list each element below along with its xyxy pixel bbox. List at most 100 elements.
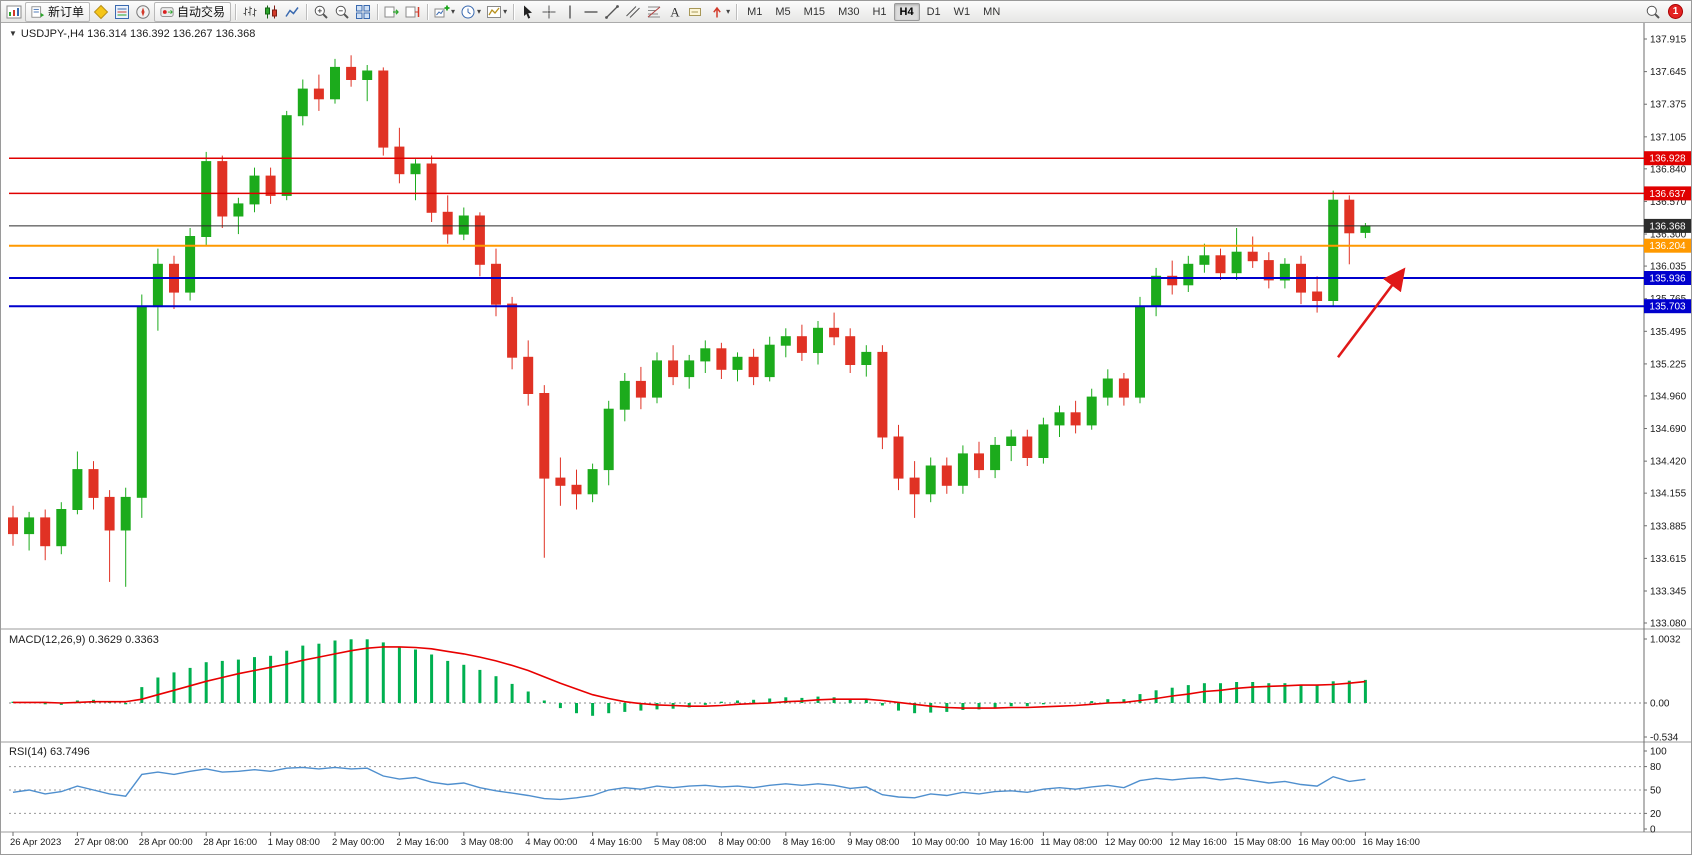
svg-text:12 May 00:00: 12 May 00:00 bbox=[1105, 837, 1163, 848]
autotrading-button[interactable]: 自动交易 bbox=[154, 1, 232, 22]
svg-text:10 May 16:00: 10 May 16:00 bbox=[976, 837, 1034, 848]
price-axis: 137.915 137.645 137.375 137.105 136.840 136.5… bbox=[1644, 35, 1687, 630]
svg-text:16 May 16:00: 16 May 16:00 bbox=[1362, 837, 1420, 848]
timeframe-m15[interactable]: M15 bbox=[803, 5, 826, 18]
dropdown-caret: ▾ bbox=[503, 7, 508, 16]
zoom-out-icon[interactable] bbox=[332, 2, 352, 22]
timeframe-h4[interactable]: H4 bbox=[893, 2, 920, 21]
chart-canvas[interactable]: 137.915 137.645 137.375 137.105 136.840 136.5… bbox=[1, 23, 1692, 855]
svg-text:137.375: 137.375 bbox=[1650, 100, 1687, 111]
timeframe-m30[interactable]: M30 bbox=[838, 5, 860, 18]
tile-windows-icon[interactable] bbox=[353, 2, 373, 22]
crosshair-tool-icon[interactable] bbox=[539, 2, 559, 22]
svg-text:133.080: 133.080 bbox=[1650, 619, 1687, 630]
text-tool-icon[interactable]: A bbox=[665, 2, 685, 22]
trendline-tool-icon[interactable] bbox=[602, 2, 622, 22]
svg-text:134.420: 134.420 bbox=[1650, 457, 1687, 468]
channel-tool-icon[interactable] bbox=[623, 2, 643, 22]
svg-text:26 Apr 2023: 26 Apr 2023 bbox=[10, 837, 61, 848]
line-chart-icon[interactable] bbox=[282, 2, 302, 22]
svg-text:136.204: 136.204 bbox=[1649, 241, 1686, 252]
hline-135.936[interactable]: 135.936 bbox=[9, 271, 1691, 285]
new-order-label: 新订单 bbox=[48, 5, 85, 19]
periods-button[interactable]: ▾ bbox=[458, 2, 483, 22]
svg-text:136.300: 136.300 bbox=[1650, 230, 1687, 241]
svg-text:4 May 16:00: 4 May 16:00 bbox=[590, 837, 642, 848]
arrows-tool-button[interactable]: ▾ bbox=[707, 2, 732, 22]
search-icon[interactable] bbox=[1643, 2, 1663, 22]
svg-text:134.155: 134.155 bbox=[1650, 489, 1687, 500]
arrow-object[interactable] bbox=[1337, 267, 1406, 359]
hline-136.204[interactable]: 136.204 bbox=[9, 238, 1691, 253]
svg-text:136.637: 136.637 bbox=[1649, 189, 1686, 200]
svg-text:1.0032: 1.0032 bbox=[1650, 635, 1681, 646]
timeframe-h1[interactable]: H1 bbox=[872, 5, 887, 18]
autotrading-label: 自动交易 bbox=[177, 5, 226, 19]
vertical-line-tool-icon[interactable] bbox=[560, 2, 580, 22]
hline-136.368[interactable]: 136.368 bbox=[9, 218, 1691, 233]
notification-badge[interactable]: 1 bbox=[1668, 4, 1683, 19]
timeframe-m5[interactable]: M5 bbox=[775, 5, 791, 18]
toolbar-separator bbox=[736, 3, 738, 20]
hline-136.928[interactable]: 136.928 bbox=[9, 151, 1691, 166]
toolbar-separator bbox=[513, 3, 515, 20]
new-chart-icon[interactable] bbox=[4, 2, 24, 22]
svg-text:136.928: 136.928 bbox=[1649, 154, 1686, 165]
timeframe-d1[interactable]: D1 bbox=[926, 5, 941, 18]
svg-text:133.615: 133.615 bbox=[1650, 554, 1687, 565]
toolbar-separator bbox=[427, 3, 429, 20]
svg-text:133.345: 133.345 bbox=[1650, 586, 1687, 597]
candlestick-chart-icon[interactable] bbox=[261, 2, 281, 22]
bar-chart-icon[interactable] bbox=[240, 2, 260, 22]
new-order-button[interactable]: 新订单 bbox=[25, 1, 91, 22]
hline-135.703[interactable]: 135.703 bbox=[9, 299, 1691, 314]
timeframe-m1[interactable]: M1 bbox=[747, 5, 763, 18]
svg-text:11 May 08:00: 11 May 08:00 bbox=[1040, 837, 1097, 848]
toolbar-separator bbox=[235, 3, 237, 20]
horizontal-line-tool-icon[interactable] bbox=[581, 2, 601, 22]
chart-shift-icon[interactable] bbox=[403, 2, 423, 22]
candlesticks bbox=[8, 55, 1371, 587]
toolbar-separator bbox=[306, 3, 308, 20]
svg-text:136.570: 136.570 bbox=[1650, 197, 1687, 208]
svg-text:15 May 08:00: 15 May 08:00 bbox=[1234, 837, 1292, 848]
svg-text:0: 0 bbox=[1650, 825, 1656, 836]
svg-text:80: 80 bbox=[1650, 762, 1662, 773]
dropdown-caret: ▾ bbox=[726, 7, 731, 16]
cursor-tool-icon[interactable] bbox=[518, 2, 538, 22]
text-label-tool-icon[interactable] bbox=[686, 2, 706, 22]
metaeditor-icon[interactable] bbox=[91, 2, 111, 22]
svg-text:0.00: 0.00 bbox=[1650, 699, 1670, 710]
chart-area[interactable]: 137.915 137.645 137.375 137.105 136.840 136.5… bbox=[1, 23, 1692, 855]
market-watch-icon[interactable] bbox=[112, 2, 132, 22]
svg-text:1 May 08:00: 1 May 08:00 bbox=[268, 837, 320, 848]
svg-text:8 May 00:00: 8 May 00:00 bbox=[718, 837, 770, 848]
auto-scroll-icon[interactable] bbox=[382, 2, 402, 22]
svg-text:133.885: 133.885 bbox=[1650, 521, 1687, 532]
svg-text:27 Apr 08:00: 27 Apr 08:00 bbox=[74, 837, 128, 848]
svg-text:10 May 00:00: 10 May 00:00 bbox=[912, 837, 970, 848]
timeframe-mn[interactable]: MN bbox=[983, 5, 1001, 18]
fibonacci-tool-icon[interactable] bbox=[644, 2, 664, 22]
svg-text:2 May 00:00: 2 May 00:00 bbox=[332, 837, 384, 848]
svg-text:A: A bbox=[670, 4, 680, 19]
zoom-in-icon[interactable] bbox=[311, 2, 331, 22]
hline-136.637[interactable]: 136.637 bbox=[9, 186, 1691, 201]
timeframe-w1[interactable]: W1 bbox=[953, 5, 971, 18]
time-axis: 26 Apr 2023 27 Apr 08:00 28 Apr 00:00 28 Ap… bbox=[10, 832, 1420, 848]
dropdown-caret: ▾ bbox=[477, 7, 482, 16]
svg-text:135.703: 135.703 bbox=[1649, 302, 1686, 313]
svg-text:136.035: 136.035 bbox=[1650, 262, 1687, 273]
svg-text:2 May 16:00: 2 May 16:00 bbox=[396, 837, 448, 848]
svg-text:134.960: 134.960 bbox=[1650, 391, 1687, 402]
svg-text:135.225: 135.225 bbox=[1650, 359, 1687, 370]
dropdown-caret: ▾ bbox=[451, 7, 456, 16]
pane-separators bbox=[1, 23, 1691, 833]
indicators-button[interactable]: ▾ bbox=[432, 2, 457, 22]
toolbar-right-group: 1 bbox=[1643, 2, 1688, 22]
main-toolbar: 新订单 自动交易 bbox=[1, 1, 1691, 23]
templates-button[interactable]: ▾ bbox=[484, 2, 509, 22]
navigator-icon[interactable] bbox=[133, 2, 153, 22]
svg-text:12 May 16:00: 12 May 16:00 bbox=[1169, 837, 1227, 848]
